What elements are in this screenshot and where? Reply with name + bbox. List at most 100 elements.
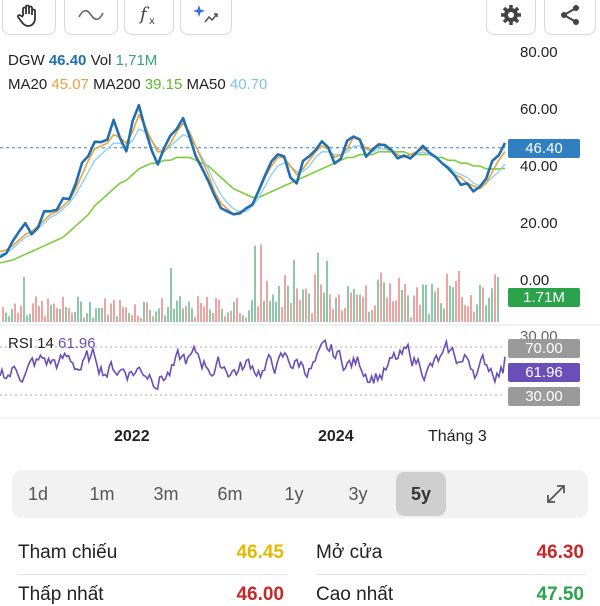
line-tool-button[interactable] bbox=[64, 0, 118, 35]
volume-bar bbox=[362, 296, 364, 322]
settings-button[interactable] bbox=[486, 0, 536, 35]
volume-bar bbox=[68, 308, 70, 322]
volume-bar bbox=[428, 313, 430, 322]
volume-bar bbox=[74, 312, 76, 322]
volume-bar bbox=[287, 285, 289, 322]
rsi-value-badge: 61.96 bbox=[508, 363, 580, 382]
volume-bar bbox=[407, 295, 409, 322]
volume-bar bbox=[107, 314, 109, 322]
period-1y[interactable]: 1y bbox=[284, 484, 304, 504]
volume-bar bbox=[203, 306, 205, 322]
volume-bar bbox=[314, 274, 316, 322]
volume-bar bbox=[323, 292, 325, 322]
volume-bar bbox=[20, 305, 22, 322]
volume-bar bbox=[476, 304, 478, 322]
volume-bar bbox=[356, 294, 358, 322]
volume-bar bbox=[59, 308, 61, 322]
share-button[interactable] bbox=[544, 0, 596, 35]
volume-bar bbox=[17, 312, 19, 322]
volume-bar bbox=[38, 305, 40, 322]
volume-bar bbox=[83, 317, 85, 322]
volume-bar bbox=[377, 279, 379, 322]
price-value: 46.40 bbox=[48, 52, 87, 69]
volume-bar bbox=[404, 284, 406, 322]
volume-value: 1,71M bbox=[115, 52, 158, 69]
volume-bar bbox=[65, 307, 67, 322]
period-3m[interactable]: 3m bbox=[153, 484, 179, 504]
period-selector: 1d 1m 3m 6m 1y 3y 5y bbox=[12, 470, 588, 518]
volume-bar bbox=[263, 300, 265, 322]
expand-button[interactable] bbox=[542, 480, 572, 508]
volume-bar bbox=[398, 277, 400, 322]
volume-bar bbox=[455, 280, 457, 322]
period-1d[interactable]: 1d bbox=[27, 484, 49, 504]
volume-bar bbox=[275, 301, 277, 322]
ai-analysis-button[interactable] bbox=[180, 0, 232, 35]
volume-bar bbox=[281, 306, 283, 322]
volume-bar bbox=[5, 312, 7, 322]
period-6m[interactable]: 6m bbox=[217, 484, 243, 504]
volume-bar bbox=[53, 303, 55, 322]
volume-bar bbox=[80, 301, 82, 322]
volume-bar bbox=[371, 310, 373, 322]
volume-bar bbox=[341, 310, 343, 322]
rsi-legend: RSI 14 61.96 bbox=[8, 335, 96, 352]
volume-bar bbox=[116, 316, 118, 322]
volume-bar bbox=[188, 301, 190, 322]
volume-bar bbox=[44, 316, 46, 322]
volume-bar bbox=[416, 287, 418, 322]
volume-bar bbox=[389, 283, 391, 322]
volume-bar bbox=[233, 301, 235, 322]
volume-bar bbox=[227, 312, 229, 322]
volume-bar bbox=[470, 295, 472, 322]
volume-bar bbox=[170, 267, 172, 322]
volume-bar bbox=[383, 282, 385, 322]
volume-bar bbox=[386, 297, 388, 322]
rsi-70-badge: 70.00 bbox=[508, 339, 580, 358]
volume-bar bbox=[95, 308, 97, 322]
volume-bar bbox=[257, 306, 259, 322]
volume-bar bbox=[266, 280, 268, 322]
volume-bar bbox=[329, 294, 331, 322]
volume-bar bbox=[167, 307, 169, 322]
volume-bar bbox=[380, 272, 382, 322]
volume-bar bbox=[158, 308, 160, 322]
volume-bar bbox=[152, 316, 154, 322]
volume-bar bbox=[491, 288, 493, 322]
volume-bar bbox=[35, 296, 37, 322]
volume-bar bbox=[365, 285, 367, 322]
volume-bar bbox=[434, 291, 436, 322]
volume-bar bbox=[359, 294, 361, 322]
volume-bar bbox=[311, 313, 313, 322]
volume-bar bbox=[128, 312, 130, 322]
volume-bar bbox=[350, 292, 352, 322]
period-3y[interactable]: 3y bbox=[348, 484, 368, 504]
volume-bar bbox=[401, 289, 403, 322]
volume-bar bbox=[296, 288, 298, 322]
low-label: Thấp nhất bbox=[18, 584, 104, 605]
volume-bar bbox=[50, 304, 52, 322]
period-5y[interactable]: 5y bbox=[396, 472, 446, 516]
ref-value: 46.45 bbox=[236, 542, 284, 563]
ref-label: Tham chiếu bbox=[18, 542, 118, 563]
hand-tool-button[interactable] bbox=[2, 0, 56, 35]
period-1m[interactable]: 1m bbox=[89, 484, 115, 504]
hand-icon bbox=[16, 2, 42, 33]
volume-label: Vol bbox=[90, 52, 112, 69]
volume-bar bbox=[368, 311, 370, 322]
volume-bar bbox=[332, 308, 334, 322]
series-dgw bbox=[0, 103, 507, 259]
volume-bar bbox=[410, 317, 412, 322]
volume-bar bbox=[194, 316, 196, 322]
volume-bar bbox=[47, 298, 49, 322]
volume-bar bbox=[374, 305, 376, 322]
price-chart[interactable] bbox=[0, 0, 600, 460]
volume-bar bbox=[197, 296, 199, 322]
volume-bar bbox=[41, 300, 43, 322]
volume-bar bbox=[143, 301, 145, 322]
volume-bar bbox=[125, 307, 127, 322]
volume-bar bbox=[89, 301, 91, 322]
ma20-value: 45.07 bbox=[51, 76, 89, 93]
